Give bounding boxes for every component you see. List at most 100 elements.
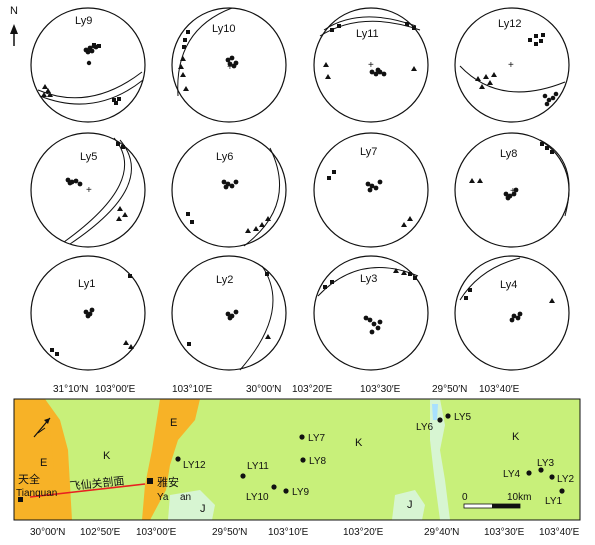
site-dot-ly10 (271, 484, 277, 490)
map-frame (13, 398, 581, 521)
site-label-ly7: LY7 (308, 433, 325, 444)
site-label-ly3: LY3 (537, 458, 554, 469)
site-dot-ly2 (549, 474, 555, 480)
primitive-circle (454, 255, 570, 371)
map-unit-j-yaan (168, 490, 215, 520)
center-cross: + (86, 185, 92, 196)
coord-label: 103°00′E (95, 384, 136, 395)
coord-label: 29°40′N (424, 527, 459, 538)
data-points (475, 33, 559, 107)
stereonet-label: Ly9 (75, 15, 92, 27)
great-circle (459, 257, 521, 301)
data-points (41, 43, 121, 105)
stereonet-ly9: Ly9 (30, 7, 146, 123)
scale-bar-fill (492, 504, 520, 508)
data-points (323, 22, 417, 79)
scale-start-label: 0 (462, 492, 468, 503)
site-dot-ly5 (445, 413, 451, 419)
primitive-circle (30, 132, 146, 248)
profile-label: 飞仙关剖面 (69, 473, 125, 493)
site-label-ly4: LY4 (503, 469, 520, 480)
coord-label: 30°00′N (30, 527, 65, 538)
coord-label: 102°50′E (80, 527, 121, 538)
unit-label-e: E (170, 417, 177, 429)
data-points (323, 268, 417, 335)
great-circle (539, 139, 570, 217)
yaan-cn-label: 雅安 (157, 475, 179, 489)
stereonet-ly7: Ly7 (313, 132, 429, 248)
stereonet-label: Ly8 (500, 148, 517, 160)
stereonet-label: Ly12 (498, 18, 521, 30)
stereonet-ly8: Ly8 + (454, 132, 570, 248)
coord-label: 103°30′E (360, 384, 401, 395)
map-unit-j-center (392, 490, 425, 520)
site-label-ly12: LY12 (183, 460, 206, 471)
stereonet-label: Ly5 (80, 151, 97, 163)
data-points (50, 274, 134, 356)
center-cross: + (368, 60, 374, 71)
unit-label-k: K (103, 450, 111, 462)
stereonet-ly12: Ly12 + (454, 7, 570, 123)
primitive-circle (313, 132, 429, 248)
site-dot-ly11 (240, 473, 246, 479)
data-points (178, 30, 239, 91)
site-dot-ly8 (300, 457, 306, 463)
yaan-marker (147, 478, 153, 484)
unit-label-k: K (512, 431, 520, 443)
map-unit-e-center (142, 399, 200, 520)
primitive-circle (454, 7, 570, 123)
coord-label: 29°50′N (432, 384, 467, 395)
coord-label: 29°50′N (212, 527, 247, 538)
site-label-ly6: LY6 (416, 422, 433, 433)
unit-label-j: J (200, 503, 206, 515)
yaan-en-label: an (180, 492, 191, 503)
primitive-circle (30, 7, 146, 123)
stereonet-ly10: Ly10 + (171, 7, 287, 123)
primitive-circle (313, 255, 429, 371)
primitive-circle (171, 7, 287, 123)
stereonet-ly4: Ly4 (454, 255, 570, 371)
site-dot-ly1 (559, 488, 565, 494)
coord-label: 103°10′E (172, 384, 213, 395)
fault-symbol-icon (33, 417, 51, 438)
coord-label: 103°00′E (136, 527, 177, 538)
primitive-circle (171, 255, 287, 371)
site-label-ly5: LY5 (454, 412, 471, 423)
coord-label: 30°00′N (246, 384, 281, 395)
north-label: N (10, 5, 18, 17)
site-label-ly1: LY1 (545, 496, 562, 507)
stereonet-label: Ly3 (360, 273, 377, 285)
primitive-circle (171, 132, 287, 248)
scale-bar: 0 10km (462, 492, 531, 509)
great-circle (319, 20, 421, 37)
site-dot-ly4 (526, 470, 532, 476)
coord-label: 103°10′E (268, 527, 309, 538)
coord-label: 103°20′E (343, 527, 384, 538)
primitive-circle (313, 7, 429, 123)
coord-label: 103°30′E (484, 527, 525, 538)
great-circle (37, 71, 143, 99)
yaan-en-label: Ya (157, 492, 169, 503)
site-dot-ly9 (283, 488, 289, 494)
stereonet-label: Ly10 (212, 23, 235, 35)
great-circle (177, 7, 233, 97)
great-circle (39, 79, 144, 105)
coord-label: 31°10′N (53, 384, 88, 395)
sites: LY12 LY11 LY10 LY9 LY7 LY8 LY6 LY5 LY4 L… (175, 412, 574, 507)
data-points (187, 272, 271, 346)
site-label-ly8: LY8 (309, 456, 326, 467)
stereonet-label: Ly7 (360, 146, 377, 158)
site-dot-ly6 (437, 417, 443, 423)
stereonet-ly5: Ly5 + (30, 132, 146, 248)
map-bottom-coords: 30°00′N 102°50′E 103°00′E 29°50′N 103°10… (30, 527, 580, 538)
unit-label-k: K (355, 437, 363, 449)
stereonet-ly1: Ly1 (30, 255, 146, 371)
map-background-k (14, 399, 580, 520)
geology-map: E K E K K J J 天全 Tianquan 飞仙关剖面 雅安 Ya an… (13, 398, 581, 521)
map-lake (432, 404, 438, 420)
map-top-coords: 31°10′N 103°00′E 103°10′E 30°00′N 103°20… (53, 384, 520, 395)
tianquan-en-label: Tianquan (16, 488, 57, 499)
coord-label: 103°40′E (539, 527, 580, 538)
stereonet-label: Ly2 (216, 274, 233, 286)
stereonet-ly11: Ly11 + (313, 7, 429, 123)
